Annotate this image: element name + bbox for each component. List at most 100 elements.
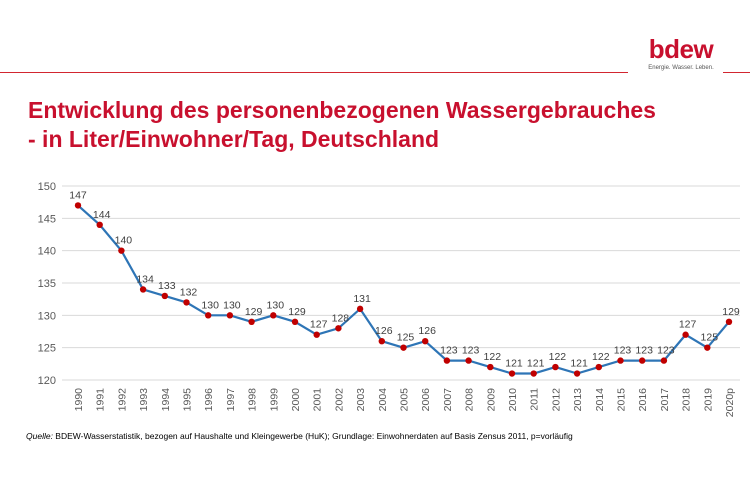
data-point bbox=[335, 325, 342, 332]
data-label: 125 bbox=[397, 332, 415, 344]
data-point bbox=[660, 357, 668, 364]
data-point bbox=[704, 344, 711, 351]
data-label: 123 bbox=[657, 345, 675, 357]
data-point bbox=[313, 331, 320, 338]
bdew-logo: bdew Energie. Wasser. Leben. bbox=[636, 36, 726, 71]
x-tick-label: 2005 bbox=[399, 388, 411, 412]
x-tick-label: 2010 bbox=[507, 388, 519, 412]
y-tick-label: 120 bbox=[38, 375, 56, 387]
data-label: 128 bbox=[332, 312, 350, 324]
x-tick-label: 1994 bbox=[160, 388, 172, 412]
x-tick-label: 1991 bbox=[95, 388, 107, 412]
x-tick-label: 2009 bbox=[485, 388, 497, 412]
data-label: 123 bbox=[462, 345, 480, 357]
data-label: 123 bbox=[635, 345, 653, 357]
data-label: 144 bbox=[93, 209, 111, 221]
x-tick-label: 1996 bbox=[203, 388, 215, 412]
data-point bbox=[508, 370, 516, 377]
data-label: 122 bbox=[592, 351, 610, 363]
data-label: 131 bbox=[353, 293, 371, 305]
x-tick-label: 2004 bbox=[377, 388, 389, 412]
logo-wordmark: bdew bbox=[648, 34, 714, 64]
y-tick-label: 130 bbox=[38, 310, 56, 322]
data-label: 122 bbox=[549, 351, 567, 363]
data-label: 132 bbox=[180, 286, 198, 298]
data-label: 121 bbox=[570, 358, 588, 370]
x-tick-label: 2019 bbox=[702, 388, 714, 412]
data-point bbox=[552, 363, 559, 371]
x-tick-label: 2002 bbox=[333, 388, 345, 412]
data-label: 140 bbox=[115, 235, 133, 247]
data-point bbox=[378, 338, 385, 345]
x-tick-label: 2014 bbox=[594, 388, 606, 412]
data-point bbox=[118, 247, 125, 254]
x-tick-label: 2016 bbox=[637, 388, 649, 412]
y-tick-label: 125 bbox=[38, 343, 56, 355]
source-note: Quelle: BDEW-Wasserstatistik, bezogen au… bbox=[26, 431, 573, 441]
data-point bbox=[595, 363, 602, 371]
y-tick-label: 150 bbox=[38, 181, 56, 193]
data-label: 129 bbox=[288, 306, 306, 318]
header-divider-left bbox=[0, 72, 628, 73]
x-tick-label: 1997 bbox=[225, 388, 237, 412]
x-tick-label: 1995 bbox=[182, 388, 194, 412]
data-label: 122 bbox=[484, 351, 502, 363]
page-title: Entwicklung des personenbezogenen Wasser… bbox=[28, 96, 656, 154]
data-label: 126 bbox=[375, 325, 393, 337]
data-point bbox=[183, 299, 190, 306]
data-label: 129 bbox=[245, 306, 263, 318]
data-point bbox=[161, 292, 168, 300]
data-label: 123 bbox=[614, 345, 632, 357]
source-label: Quelle: bbox=[26, 431, 53, 441]
data-point bbox=[682, 331, 689, 338]
data-label: 130 bbox=[267, 299, 285, 311]
data-label: 125 bbox=[701, 332, 719, 344]
data-point bbox=[725, 318, 733, 325]
y-tick-label: 145 bbox=[38, 213, 56, 225]
source-text: BDEW-Wasserstatistik, bezogen auf Hausha… bbox=[52, 431, 573, 441]
y-tick-label: 135 bbox=[38, 278, 56, 290]
data-label: 123 bbox=[440, 345, 458, 357]
x-tick-label: 1993 bbox=[138, 388, 150, 412]
data-point bbox=[291, 318, 299, 325]
data-point bbox=[226, 312, 234, 319]
data-point bbox=[487, 363, 494, 371]
data-label: 126 bbox=[418, 325, 436, 337]
data-point bbox=[270, 312, 277, 319]
x-tick-label: 2011 bbox=[529, 388, 541, 411]
data-point bbox=[639, 357, 646, 364]
logo-tagline: Energie. Wasser. Leben. bbox=[648, 65, 714, 71]
x-tick-label: 2000 bbox=[290, 388, 302, 412]
data-point bbox=[400, 344, 407, 351]
data-label: 133 bbox=[158, 280, 176, 292]
data-label: 127 bbox=[679, 319, 697, 331]
data-point bbox=[443, 357, 451, 364]
data-point bbox=[530, 370, 537, 377]
x-tick-label: 2001 bbox=[312, 388, 324, 412]
line-chart: 120 125 130 135 140 145 150 1990 1991 1992 1993 199… bbox=[38, 181, 740, 417]
header-divider-right bbox=[723, 72, 750, 73]
data-point bbox=[617, 357, 624, 364]
x-tick-label: 2017 bbox=[659, 388, 671, 412]
x-tick-label: 2020p bbox=[724, 388, 736, 417]
x-tick-label: 1990 bbox=[73, 388, 85, 412]
data-point bbox=[139, 286, 147, 293]
data-label: 121 bbox=[527, 358, 545, 370]
title-line-2: - in Liter/Einwohner/Tag, Deutschland bbox=[28, 126, 440, 152]
x-tick-label: 2007 bbox=[442, 388, 454, 412]
x-tick-label: 2015 bbox=[616, 388, 628, 412]
data-label: 130 bbox=[223, 299, 241, 311]
x-tick-label: 1998 bbox=[247, 388, 259, 412]
x-tick-label: 2018 bbox=[681, 388, 693, 412]
y-tick-label: 140 bbox=[38, 246, 56, 258]
x-tick-label: 1992 bbox=[116, 388, 128, 412]
data-point bbox=[356, 305, 364, 313]
data-label: 129 bbox=[722, 306, 740, 318]
data-label: 147 bbox=[69, 189, 87, 201]
data-point bbox=[573, 370, 581, 377]
data-point bbox=[74, 202, 82, 209]
x-tick-label: 1999 bbox=[268, 388, 280, 412]
data-label: 130 bbox=[201, 299, 219, 311]
x-tick-label: 2003 bbox=[355, 388, 367, 412]
x-tick-label: 2006 bbox=[420, 388, 432, 412]
